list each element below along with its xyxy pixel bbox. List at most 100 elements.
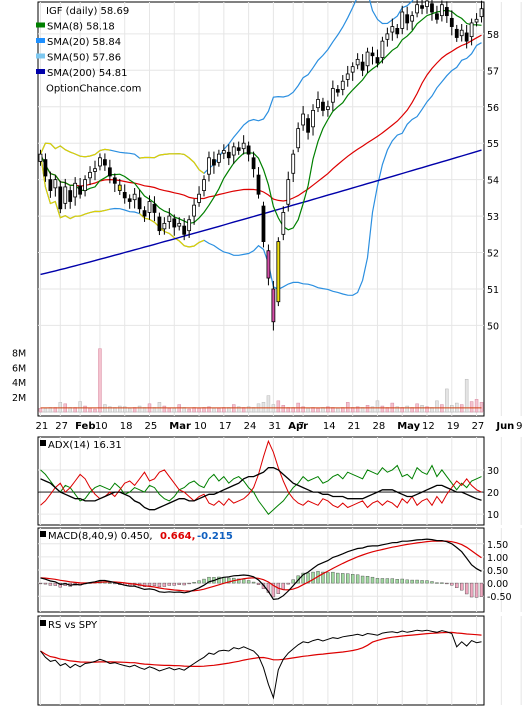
candle-body	[271, 288, 276, 323]
macd-histogram-bar	[410, 579, 414, 584]
candle-body	[88, 171, 92, 179]
macd-histogram-bar	[256, 582, 261, 585]
macd-histogram-bar	[172, 582, 176, 586]
candle-body	[474, 18, 479, 23]
candle-body	[231, 146, 236, 156]
rs-average-line	[40, 631, 482, 668]
candle-body	[291, 153, 296, 174]
x-axis-label: 21	[35, 421, 48, 432]
macd-label: MACD(8,40,9) 0.450,	[48, 531, 153, 542]
volume-bar	[365, 405, 370, 413]
adx-legend-swatch	[40, 440, 46, 446]
candle-body	[370, 52, 375, 57]
candle-body	[68, 190, 73, 202]
candle-body	[256, 174, 261, 195]
candle-body	[172, 218, 177, 228]
volume-bar	[301, 406, 305, 413]
rs-legend-swatch	[40, 620, 46, 626]
macd-histogram-bar	[326, 572, 330, 584]
macd-histogram-bar	[460, 582, 464, 591]
macd-histogram-bar	[43, 582, 48, 585]
macd-histogram-bar	[167, 582, 172, 586]
candle-body	[197, 193, 201, 203]
volume-bar	[405, 405, 409, 413]
macd-histogram-bar	[301, 572, 305, 584]
volume-bar	[212, 408, 216, 413]
macd-histogram-bar	[108, 582, 112, 584]
volume-bar	[122, 406, 127, 413]
volume-bar	[326, 406, 330, 413]
price-y-tick-label: 52	[487, 249, 499, 260]
candle-body	[147, 201, 152, 213]
candle-body	[350, 66, 355, 73]
candle-body	[415, 4, 419, 14]
macd-histogram-bar	[246, 580, 251, 584]
price-y-tick-label: 51	[487, 285, 499, 296]
candle-body	[479, 8, 484, 18]
candle-body	[395, 27, 400, 35]
macd-histogram-bar	[331, 571, 335, 584]
macd-histogram-bar	[58, 582, 62, 588]
macd-histogram-bar	[425, 580, 429, 584]
legend-entry: IGF (daily) 58.69	[46, 6, 129, 17]
volume-bar	[187, 408, 191, 413]
adx-y-tick-label: 30	[487, 466, 499, 477]
candle-body	[266, 250, 271, 279]
x-axis-label: Feb	[75, 421, 95, 432]
candle-body	[177, 222, 182, 227]
volume-bar	[375, 400, 380, 413]
x-axis-label: 14	[323, 421, 336, 432]
candle-body	[152, 203, 157, 213]
x-axis-label: May	[397, 421, 420, 432]
volume-bar	[83, 405, 87, 413]
sma-8-line	[39, 9, 482, 231]
bollinger-upper-band	[39, 0, 414, 175]
volume-bar	[445, 388, 449, 413]
candle-body	[251, 157, 256, 170]
x-axis-label: 19	[447, 421, 460, 432]
x-axis-label: 9	[516, 421, 522, 432]
x-axis-label: 28	[372, 421, 385, 432]
macd-histogram-bar	[450, 582, 454, 586]
candle-body	[132, 193, 137, 201]
volume-bar	[137, 405, 142, 413]
candle-body	[241, 142, 246, 150]
macd-histogram-bar	[306, 572, 310, 584]
volume-bar	[78, 401, 82, 413]
volume-bar	[266, 395, 271, 413]
candle-body	[439, 4, 444, 17]
candle-body	[301, 113, 306, 126]
macd-histogram-bar	[182, 582, 186, 586]
macd-histogram-bar	[241, 579, 246, 584]
volume-y-tick-label: 2M	[12, 393, 26, 404]
macd-histogram-bar	[251, 581, 256, 584]
candle-body	[449, 17, 454, 27]
macd-histogram-bar	[479, 582, 484, 597]
candle-body	[435, 13, 439, 20]
adx-panel	[37, 436, 485, 526]
candle-body	[296, 128, 301, 149]
volume-bar	[167, 408, 172, 413]
rs-label: RS vs SPY	[48, 620, 98, 631]
volume-bar	[93, 408, 97, 413]
candle-body	[187, 219, 192, 232]
macd-signal-value: 0.664,	[160, 531, 195, 542]
volume-bar	[108, 406, 112, 413]
macd-histogram-value: -0.215	[197, 531, 233, 542]
candle-body	[142, 210, 147, 217]
macd-histogram-bar	[355, 574, 360, 584]
volume-bar	[172, 408, 177, 413]
macd-histogram-bar	[420, 580, 424, 584]
macd-histogram-bar	[157, 582, 162, 588]
x-axis-label: 10	[95, 421, 108, 432]
candle-body	[375, 57, 380, 64]
source-label: OptionChance.com	[46, 84, 141, 95]
macd-histogram-bar	[271, 582, 276, 598]
macd-y-tick-label: -0.50	[487, 592, 512, 603]
macd-histogram-bar	[281, 582, 285, 590]
candle-body	[281, 212, 286, 235]
candle-body	[360, 61, 365, 71]
candle-body	[330, 88, 335, 103]
legend-swatch	[36, 53, 45, 59]
x-axis-label: 7	[298, 421, 304, 432]
